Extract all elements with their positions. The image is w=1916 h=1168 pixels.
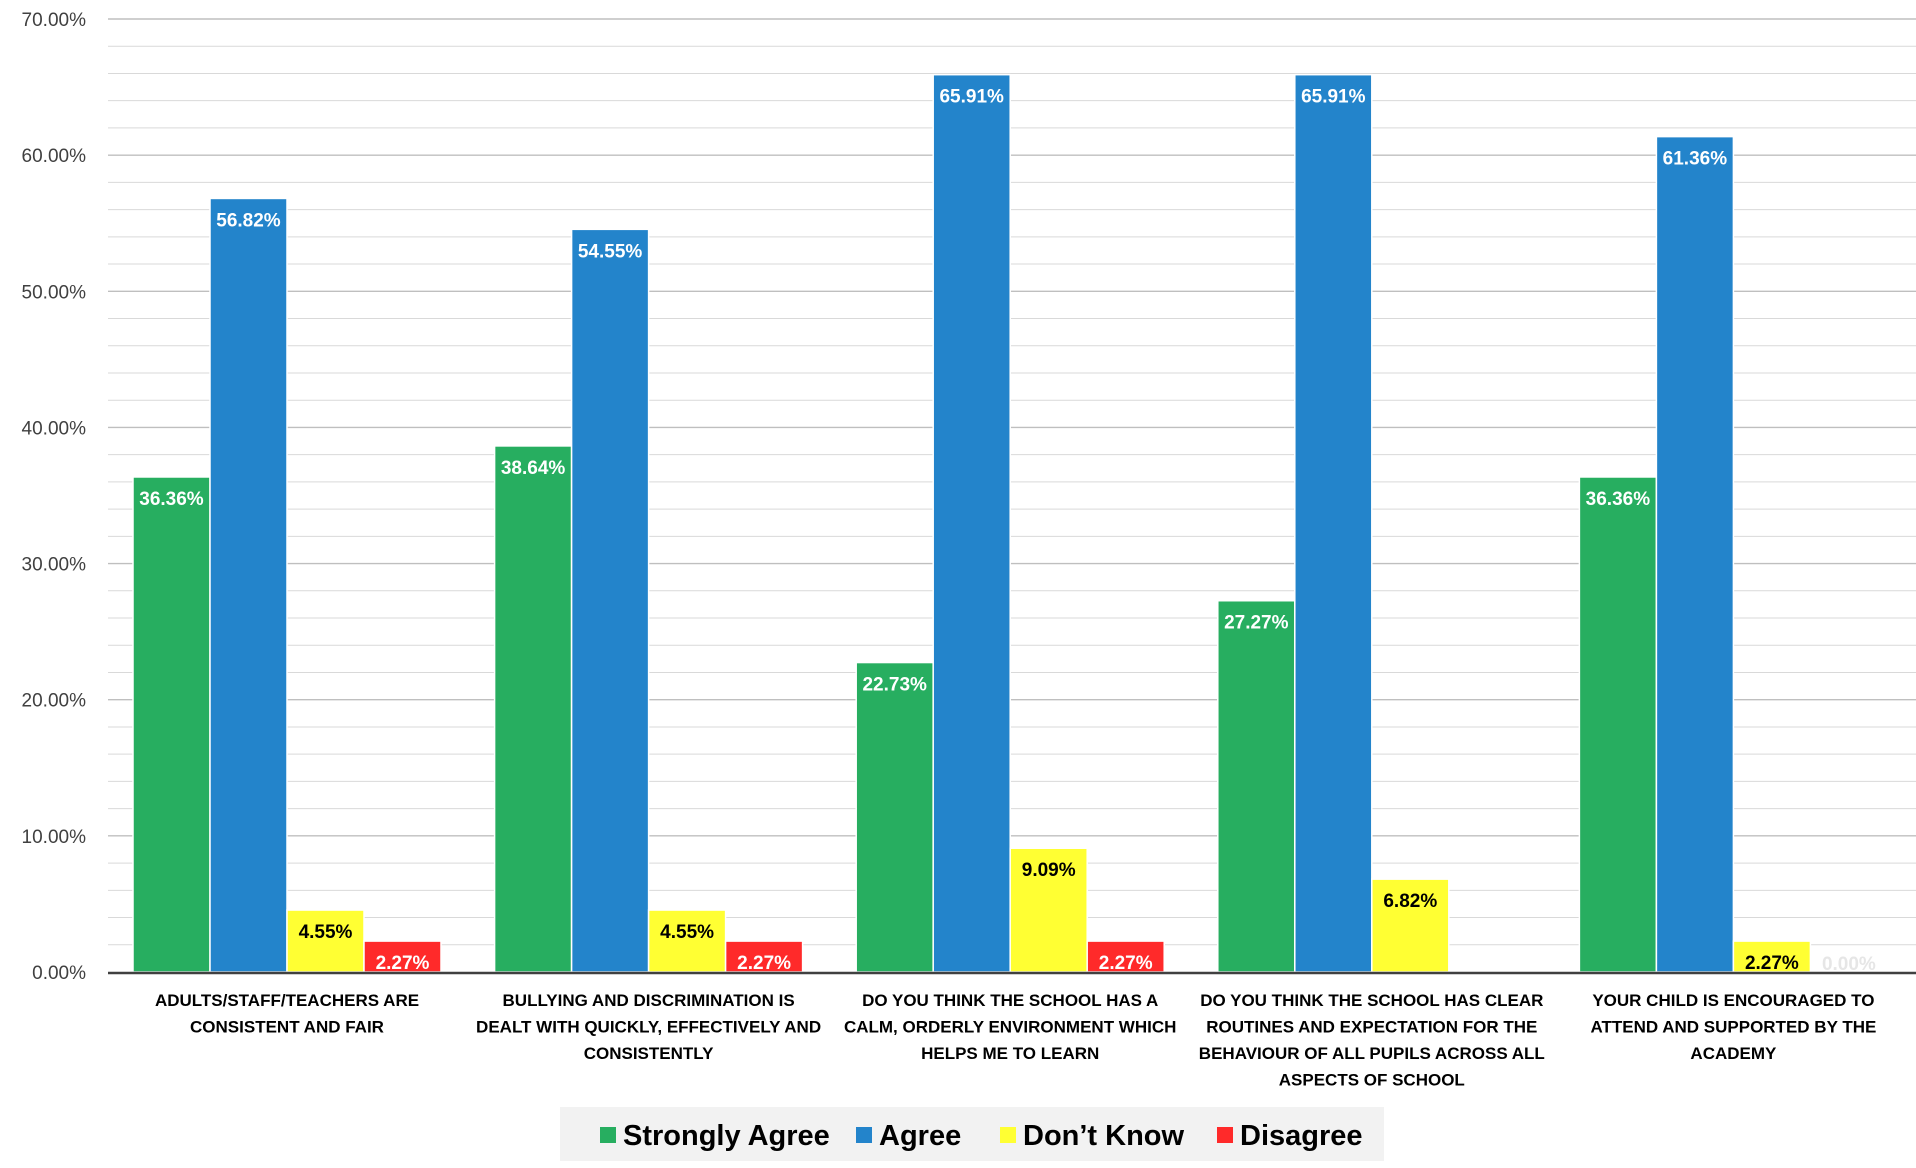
y-tick-label: 60.00% [22, 146, 87, 167]
y-tick-label: 30.00% [22, 555, 87, 576]
data-label: 2.27% [1745, 953, 1799, 974]
data-label: 36.36% [1586, 489, 1651, 510]
legend-label: Agree [879, 1120, 961, 1152]
data-label: 65.91% [1301, 87, 1366, 108]
x-category-label: YOUR CHILD IS ENCOURAGED TO ATTEND AND SU… [1590, 991, 1876, 1063]
legend-swatch [856, 1127, 872, 1143]
data-label: 61.36% [1663, 149, 1728, 170]
data-label: 22.73% [862, 675, 927, 696]
data-label: 56.82% [216, 210, 281, 231]
x-axis: ADULTS/STAFF/TEACHERS ARE CONSISTENT AND … [108, 971, 1916, 1090]
bar-group: 38.64% 54.55% 4.55% 2.27% [493, 228, 804, 974]
bar-agree [209, 197, 288, 973]
y-tick-label: 70.00% [22, 10, 87, 31]
data-label: 2.27% [376, 953, 430, 974]
legend-item: Strongly Agree [600, 1120, 830, 1152]
y-tick-label: 10.00% [22, 827, 87, 848]
bar-group: 36.36% 56.82% 4.55% 2.27% [132, 197, 442, 974]
bar-disagree [1086, 940, 1165, 973]
bar-strongly-agree [1578, 476, 1658, 973]
legend-label: Disagree [1240, 1120, 1363, 1152]
legend-swatch [1000, 1127, 1016, 1143]
data-label: 2.27% [737, 953, 791, 974]
bar-group: 22.73% 65.91% 9.09% 2.27% [855, 73, 1165, 974]
bar-strongly-agree [132, 476, 211, 973]
bar-agree [570, 228, 650, 973]
data-label: 36.36% [139, 489, 204, 510]
legend-background [560, 1107, 1384, 1161]
legend-label: Strongly Agree [623, 1120, 830, 1152]
data-label: 0.00% [1822, 954, 1876, 975]
data-label: 27.27% [1224, 613, 1289, 634]
x-category-label: DO YOU THINK THE SCHOOL HAS A CALM, ORDER… [844, 991, 1176, 1063]
bar-agree [932, 73, 1011, 973]
data-label: 54.55% [578, 241, 643, 262]
bar-don-t-know [1009, 847, 1088, 973]
data-label: 4.55% [660, 922, 714, 943]
bars: 36.36% 56.82% 4.55% 2.27% 38.64% 54.55% 4.55% 2… [132, 73, 1876, 975]
legend-label: Don’t Know [1023, 1120, 1185, 1152]
legend-swatch [1217, 1127, 1233, 1143]
bar-strongly-agree [493, 445, 573, 973]
data-label: 9.09% [1022, 860, 1076, 881]
bar-agree [1294, 73, 1373, 973]
data-label: 38.64% [501, 458, 566, 479]
legend: Strongly Agree Agree Don’t Know Disagree [560, 1107, 1384, 1161]
data-label: 2.27% [1099, 953, 1153, 974]
bar-disagree [724, 940, 804, 973]
y-tick-label: 20.00% [22, 691, 87, 712]
bar-strongly-agree [1217, 599, 1296, 973]
data-label: 6.82% [1383, 891, 1437, 912]
legend-item: Agree [856, 1120, 961, 1152]
y-tick-label: 50.00% [22, 282, 87, 303]
bar-agree [1655, 135, 1735, 973]
y-tick-label: 0.00% [32, 963, 86, 984]
legend-item: Disagree [1217, 1120, 1363, 1152]
bar-don-t-know [1732, 940, 1812, 973]
legend-swatch [600, 1127, 616, 1143]
bar-group: 36.36% 61.36% 2.27% 0.00% [1578, 135, 1876, 975]
x-category-label: DO YOU THINK THE SCHOOL HAS CLEAR ROUTINE… [1199, 991, 1545, 1090]
legend-item: Don’t Know [1000, 1120, 1185, 1152]
y-tick-label: 40.00% [22, 418, 87, 439]
x-category-label: BULLYING AND DISCRIMINATION IS DEALT WITH… [476, 991, 821, 1063]
y-axis: 0.00% 10.00% 20.00% 30.00% 40.00% 50.00% 60.00… [22, 10, 87, 984]
bar-strongly-agree [855, 661, 934, 973]
x-category-label: ADULTS/STAFF/TEACHERS ARE CONSISTENT AND … [155, 991, 419, 1037]
data-label: 4.55% [299, 922, 353, 943]
data-label: 65.91% [939, 87, 1004, 108]
bar-disagree [363, 940, 442, 973]
